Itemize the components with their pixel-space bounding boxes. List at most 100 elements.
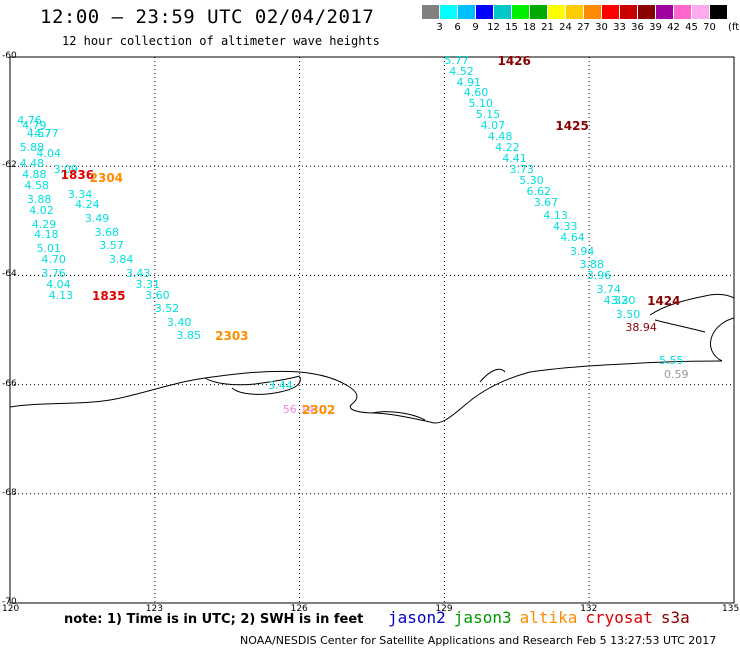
pass-time-label: 1836 xyxy=(60,168,95,183)
legend-label: 21 xyxy=(541,22,554,33)
wave-height-value: 4.18 xyxy=(34,228,59,242)
satellite-legend: jason2 jason3 altika cryosat s3a xyxy=(388,608,698,627)
wave-height-value: 4.02 xyxy=(29,203,54,217)
legend-swatch xyxy=(530,5,547,19)
wave-height-value: 3.76 xyxy=(41,266,66,280)
wave-height-value: 4.04 xyxy=(46,277,71,291)
legend-label: 18 xyxy=(523,22,536,33)
wave-height-value: 4.57 xyxy=(26,127,52,141)
pass-time-label: 1426 xyxy=(497,53,531,68)
legend-label: 33 xyxy=(613,22,626,33)
wave-height-value: 5.30 xyxy=(519,173,544,187)
wave-height-value: 3.40 xyxy=(166,315,192,329)
coastline xyxy=(9,294,735,424)
longitude-label: 135 xyxy=(722,604,740,614)
legend-swatch xyxy=(494,5,511,19)
legend-swatch xyxy=(440,5,457,19)
legend-label: 45 xyxy=(685,22,698,33)
wave-height-value: 3.31 xyxy=(135,277,160,291)
wave-height-value: 3.88 xyxy=(579,258,605,272)
latitude-label: -64 xyxy=(2,269,17,280)
pass-time-label: 2303 xyxy=(215,329,249,344)
longitude-label: 126 xyxy=(290,604,308,614)
graticule xyxy=(10,57,734,603)
wave-height-value: 4.79 xyxy=(22,119,47,133)
legend-label: 39 xyxy=(649,22,662,33)
latitude-label: -66 xyxy=(2,378,17,389)
wave-height-value: 3.84 xyxy=(108,253,134,267)
wave-height-value: 3.68 xyxy=(94,225,119,239)
legend-label: 12 xyxy=(487,22,500,33)
wave-height-value: 38.94 xyxy=(625,321,657,335)
wave-height-value: 3.09 xyxy=(53,162,78,176)
wave-height-value: 5.10 xyxy=(468,97,494,111)
wave-height-value: 3.94 xyxy=(569,244,595,258)
map-frame xyxy=(9,56,735,604)
pass-time-label: 2302 xyxy=(302,403,336,418)
legend-label: 15 xyxy=(505,22,518,33)
wave-height-value: 6.62 xyxy=(526,184,551,198)
legend-swatch xyxy=(476,5,493,19)
satellite-name: cryosat xyxy=(585,608,653,627)
wave-height-value: 3.30 xyxy=(610,293,636,307)
wave-height-value: 3.34 xyxy=(67,187,93,201)
legend-label: 6 xyxy=(454,22,461,33)
wave-height-value: 5.55 xyxy=(659,354,684,368)
chart-title: 12:00 – 23:59 UTC 02/04/2017 xyxy=(40,6,375,28)
wave-height-value: 5.01 xyxy=(36,242,62,256)
wave-height-value: 4.13 xyxy=(48,288,74,302)
wave-height-value: 4.91 xyxy=(456,75,481,89)
wave-height-value: 4.58 xyxy=(24,179,49,193)
legend-swatch xyxy=(692,5,709,19)
wave-height-value: 4.76 xyxy=(17,113,42,127)
wave-height-value: 3.52 xyxy=(154,302,180,316)
pass-time-label: 1424 xyxy=(647,293,681,308)
legend-label: 30 xyxy=(595,22,608,33)
wave-height-value: 4.41 xyxy=(502,152,527,165)
wave-height-value: 4.77 xyxy=(34,127,59,141)
longitude-label: 120 xyxy=(2,604,20,614)
wave-height-value: 4.29 xyxy=(31,217,57,231)
wave-height-value: 56.14 xyxy=(282,403,315,417)
longitude-label: 132 xyxy=(580,604,598,614)
pass-time-label: 1835 xyxy=(92,288,126,303)
wave-height-value: 3.60 xyxy=(145,288,170,302)
wave-height-value: 4.48 xyxy=(487,130,513,144)
wave-height-value: 4.48 xyxy=(19,157,45,171)
latitude-label: -62 xyxy=(2,160,17,171)
legend-label: 9 xyxy=(472,22,479,33)
legend-swatch xyxy=(566,5,583,19)
satellite-name: jason3 xyxy=(453,608,512,627)
wave-height-value: 0.59 xyxy=(664,367,689,381)
wave-height-value: 5.15 xyxy=(475,108,501,122)
legend-label: 27 xyxy=(577,22,590,33)
wave-height-value: 3.73 xyxy=(509,162,535,176)
legend-swatch xyxy=(548,5,565,19)
legend-swatch xyxy=(620,5,637,19)
pass-time-label: 2304 xyxy=(89,171,124,186)
legend-swatch xyxy=(602,5,619,19)
wave-height-value: 5.77 xyxy=(444,53,469,67)
wave-height-value: 4.60 xyxy=(463,86,489,100)
wave-height-value: 3.85 xyxy=(176,329,202,343)
longitude-label: 123 xyxy=(145,604,163,614)
wave-height-value: 4.33 xyxy=(553,220,578,234)
satellite-name: s3a xyxy=(660,608,690,627)
wave-height-value: 3.67 xyxy=(533,195,559,209)
legend-swatch xyxy=(422,5,439,19)
longitude-label: 129 xyxy=(435,604,453,614)
wave-height-value: 3.44 xyxy=(268,378,293,392)
wave-height-value: 3.88 xyxy=(26,192,52,206)
legend-label: 70 xyxy=(703,22,716,33)
pass-time-label: 1425 xyxy=(555,119,589,134)
credit-line: NOAA/NESDIS Center for Satellite Applica… xyxy=(240,634,717,647)
wave-height-value: 4.22 xyxy=(495,141,520,155)
wave-height-value: 3.49 xyxy=(84,212,110,226)
legend-swatch xyxy=(458,5,475,19)
wave-height-value: 3.43 xyxy=(125,266,151,280)
wave-height-value: 4.52 xyxy=(449,64,474,78)
wave-height-value: 4.32 xyxy=(603,293,629,307)
legend-swatch xyxy=(674,5,691,19)
wave-height-value: 4.07 xyxy=(480,119,506,133)
wave-height-value: 5.88 xyxy=(19,141,45,155)
